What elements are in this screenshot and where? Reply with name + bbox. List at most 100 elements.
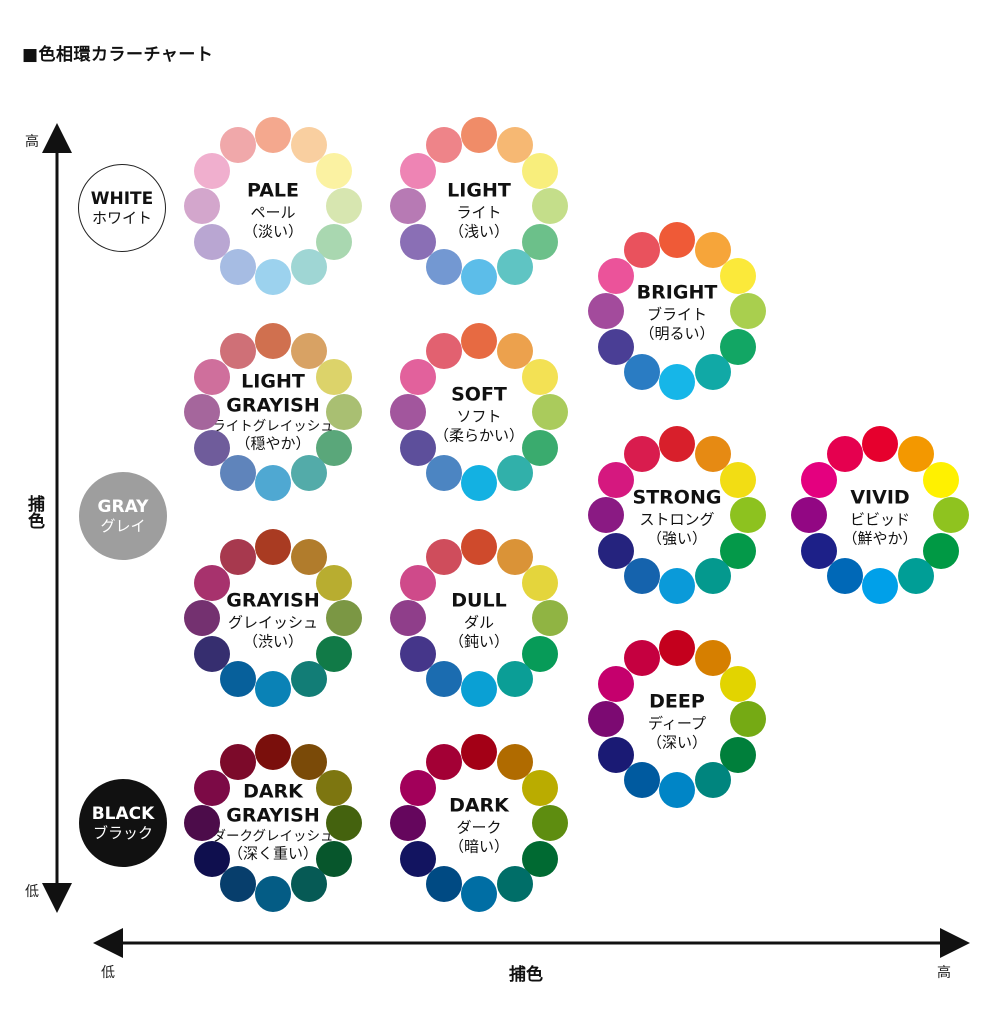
tone-label-deep: DEEP ディープ （深い） (647, 690, 707, 751)
color-swatch-soft-1 (461, 323, 497, 359)
tone-jp: ライトグレイッシュ (212, 417, 334, 434)
color-swatch-bright-11 (597, 257, 634, 294)
color-swatch-light-grayish-10 (184, 394, 220, 430)
tone-name: DARK (449, 794, 509, 817)
color-swatch-strong-6 (694, 558, 731, 595)
color-swatch-dark-7 (461, 876, 497, 912)
color-swatch-dark-grayish-3 (316, 769, 353, 806)
tone-name: PALE (247, 179, 299, 202)
tone-jp-sub: （深い） (646, 732, 708, 751)
color-swatch-pale-5 (316, 223, 353, 260)
color-swatch-dull-11 (399, 564, 436, 601)
color-swatch-strong-2 (694, 435, 731, 472)
color-swatch-pale-10 (184, 188, 220, 224)
color-swatch-light-6 (496, 249, 533, 286)
tone-name: DARK (243, 780, 303, 803)
color-swatch-pale-4 (326, 188, 362, 224)
color-swatch-bright-4 (730, 293, 766, 329)
tone-jp: ディープ (647, 714, 707, 733)
tone-label-bright: BRIGHT ブライト （明るい） (637, 281, 718, 342)
anchor-white: WHITE ホワイト (78, 164, 166, 252)
color-swatch-dark-grayish-1 (255, 734, 291, 770)
color-swatch-light-grayish-9 (193, 429, 230, 466)
color-swatch-dull-9 (399, 635, 436, 672)
tone-name: GRAYISH (226, 589, 320, 612)
color-swatch-strong-9 (597, 532, 634, 569)
color-swatch-light-grayish-12 (219, 332, 256, 369)
color-swatch-soft-10 (390, 394, 426, 430)
color-swatch-pale-2 (290, 126, 327, 163)
color-swatch-deep-12 (623, 639, 660, 676)
color-swatch-pale-8 (219, 249, 256, 286)
color-swatch-light-9 (399, 223, 436, 260)
color-swatch-strong-11 (597, 461, 634, 498)
color-swatch-deep-6 (694, 762, 731, 799)
tone-label-light-grayish: LIGHT GRAYISH ライトグレイッシュ （穏やか） (212, 370, 334, 453)
color-swatch-light-grayish-3 (316, 358, 353, 395)
horizontal-axis-low-label: 低 (101, 965, 115, 981)
color-swatch-bright-7 (659, 364, 695, 400)
color-swatch-dark-grayish-9 (193, 840, 230, 877)
color-swatch-bright-1 (659, 222, 695, 258)
color-swatch-deep-5 (720, 736, 757, 773)
tone-jp: ダークグレイッシュ (212, 827, 334, 844)
color-swatch-dull-1 (461, 529, 497, 565)
color-swatch-dark-10 (390, 805, 426, 841)
color-swatch-dark-4 (532, 805, 568, 841)
anchor-gray: GRAY グレイ (79, 472, 167, 560)
tone-label-light: LIGHT ライト （浅い） (447, 179, 511, 240)
color-swatch-dark-2 (496, 743, 533, 780)
color-swatch-dark-12 (425, 743, 462, 780)
tone-jp: ダーク (456, 818, 502, 837)
color-swatch-vivid-9 (800, 532, 837, 569)
color-swatch-bright-10 (588, 293, 624, 329)
color-swatch-vivid-10 (791, 497, 827, 533)
tone-jp: ペール (250, 203, 296, 222)
color-swatch-dull-4 (532, 600, 568, 636)
tone-jp: ライト (456, 203, 502, 222)
color-swatch-dark-grayish-10 (184, 805, 220, 841)
horizontal-axis-name: 捕色 (509, 965, 543, 985)
color-swatch-deep-8 (623, 762, 660, 799)
tone-jp-sub: （浅い） (448, 221, 510, 240)
color-swatch-soft-5 (522, 429, 559, 466)
tone-jp-sub: （深く重い） (227, 844, 318, 863)
color-swatch-light-7 (461, 259, 497, 295)
color-swatch-soft-4 (532, 394, 568, 430)
color-swatch-dull-12 (425, 538, 462, 575)
color-swatch-dark-6 (496, 866, 533, 903)
color-swatch-dull-8 (425, 661, 462, 698)
color-swatch-soft-3 (522, 358, 559, 395)
color-swatch-light-4 (532, 188, 568, 224)
color-swatch-strong-10 (588, 497, 624, 533)
color-swatch-light-grayish-8 (219, 455, 256, 492)
color-swatch-strong-3 (720, 461, 757, 498)
color-swatch-bright-6 (694, 354, 731, 391)
page-title: ■色相環カラーチャート (22, 45, 214, 65)
color-swatch-dark-grayish-4 (326, 805, 362, 841)
color-swatch-light-3 (522, 152, 559, 189)
color-swatch-vivid-8 (826, 558, 863, 595)
tone-jp: ブライト (646, 305, 708, 324)
color-swatch-bright-2 (694, 231, 731, 268)
color-swatch-soft-7 (461, 465, 497, 501)
color-swatch-dark-3 (522, 769, 559, 806)
color-swatch-dark-9 (399, 840, 436, 877)
color-swatch-grayish-11 (193, 564, 230, 601)
color-swatch-vivid-4 (933, 497, 969, 533)
tone-jp-sub: （明るい） (639, 323, 715, 342)
color-swatch-light-grayish-1 (255, 323, 291, 359)
color-swatch-grayish-6 (290, 661, 327, 698)
color-swatch-vivid-1 (862, 426, 898, 462)
color-swatch-pale-12 (219, 126, 256, 163)
tone-label-grayish: GRAYISH グレイッシュ （渋い） (226, 589, 320, 650)
color-swatch-light-grayish-5 (316, 429, 353, 466)
color-swatch-dark-8 (425, 866, 462, 903)
color-swatch-light-1 (461, 117, 497, 153)
tone-label-pale: PALE ペール （淡い） (243, 179, 303, 240)
color-swatch-grayish-3 (316, 564, 353, 601)
tone-label-dark: DARK ダーク （暗い） (449, 794, 509, 855)
color-swatch-strong-8 (623, 558, 660, 595)
color-swatch-deep-3 (720, 665, 757, 702)
